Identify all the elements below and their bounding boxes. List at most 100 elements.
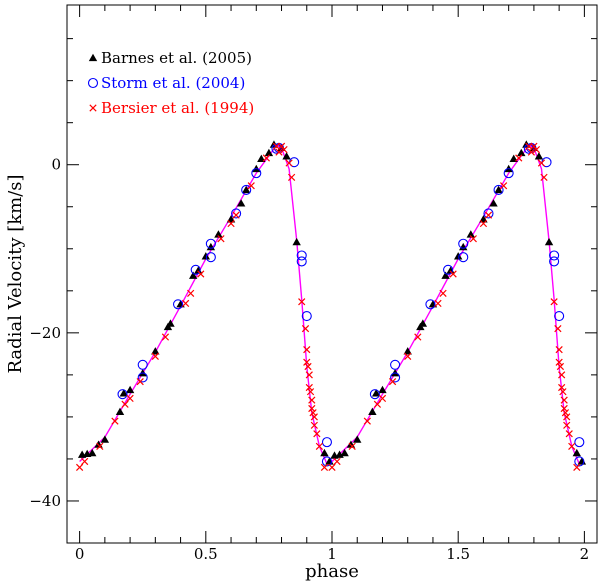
data-point-barnes: [214, 230, 223, 238]
data-point-bersier: [151, 352, 159, 361]
legend-marker-bersier: [89, 104, 97, 112]
data-point-storm: [443, 264, 454, 275]
data-point-barnes: [100, 435, 110, 443]
data-point-bersier: [537, 159, 546, 167]
data-point-barnes: [378, 385, 387, 394]
data-point-barnes: [441, 271, 450, 279]
data-point-storm: [205, 238, 216, 249]
data-point-bersier: [126, 394, 134, 403]
data-point-bersier: [540, 173, 548, 181]
data-point-bersier: [301, 325, 310, 333]
data-point-bersier: [499, 182, 508, 190]
data-point-bersier: [573, 463, 581, 471]
data-point-bersier: [306, 388, 315, 396]
data-point-barnes: [115, 407, 125, 416]
y-axis-title: Radial Velocity [km/s]: [5, 174, 26, 373]
data-point-bersier: [111, 417, 119, 425]
x-tick-label: 0.5: [194, 545, 218, 563]
data-point-bersier: [262, 154, 271, 162]
data-point-storm: [137, 372, 148, 383]
data-point-storm: [321, 456, 333, 467]
data-point-barnes: [453, 252, 463, 260]
data-point-bersier: [247, 182, 255, 190]
y-tick-labels: −40 −20 0: [29, 156, 61, 510]
data-point-storm: [390, 359, 401, 370]
legend-label-bersier: Bersier et al. (1994): [101, 99, 254, 117]
data-point-storm: [296, 256, 307, 267]
data-point-storm: [251, 168, 262, 179]
data-point-bersier: [414, 333, 422, 341]
data-point-barnes: [236, 199, 246, 207]
data-point-storm: [554, 310, 565, 322]
data-point-bersier: [532, 145, 541, 154]
data-point-barnes: [544, 237, 554, 246]
data-point-bersier: [310, 421, 318, 429]
x-tick-label: 1.5: [446, 545, 470, 563]
data-point-storm: [425, 299, 436, 310]
data-point-bersier: [308, 404, 316, 413]
data-point-bersier: [558, 371, 566, 379]
legend: Barnes et al. (2005) Storm et al. (2004)…: [87, 49, 254, 117]
y-tick-label: −40: [29, 492, 61, 510]
data-point-storm: [117, 389, 128, 400]
data-point-storm: [574, 456, 585, 467]
data-point-bersier: [434, 299, 442, 308]
data-point-bersier: [333, 457, 341, 466]
data-point-barnes: [466, 230, 476, 238]
data-point-barnes: [446, 266, 455, 274]
data-point-bersier: [527, 148, 536, 156]
data-point-bersier: [187, 289, 195, 297]
data-point-bersier: [568, 442, 576, 450]
data-point-bersier: [563, 413, 571, 421]
data-point-bersier: [560, 396, 568, 404]
series-storm: [117, 142, 585, 467]
data-point-bersier: [320, 463, 329, 471]
data-point-bersier: [308, 396, 316, 404]
data-point-bersier: [315, 442, 324, 450]
data-point-barnes: [188, 271, 198, 279]
data-point-bersier: [136, 377, 144, 386]
data-point-barnes: [368, 407, 377, 416]
data-point-storm: [574, 437, 585, 448]
y-tick-label: −20: [29, 324, 61, 342]
data-point-bersier: [298, 298, 306, 306]
data-point-bersier: [161, 333, 170, 341]
data-point-bersier: [559, 388, 567, 396]
data-point-bersier: [181, 299, 190, 308]
data-point-bersier: [197, 270, 205, 278]
data-point-storm: [296, 250, 307, 261]
data-point-barnes: [459, 242, 468, 251]
data-point-bersier: [313, 430, 321, 438]
data-point-bersier: [565, 430, 573, 438]
data-point-bersier: [232, 211, 240, 219]
data-point-bersier: [305, 371, 313, 379]
x-axis-title: phase: [305, 561, 359, 582]
x-tick-label: 1: [327, 545, 337, 563]
data-point-storm: [390, 372, 401, 383]
x-tick-label: 0: [75, 545, 85, 563]
data-point-barnes: [206, 242, 216, 251]
data-point-storm: [549, 250, 560, 261]
legend-markers: [87, 53, 99, 112]
data-point-bersier: [227, 219, 235, 228]
data-point-bersier: [556, 362, 565, 371]
data-point-bersier: [217, 235, 225, 243]
data-point-bersier: [348, 442, 356, 450]
legend-marker-barnes: [88, 53, 98, 62]
data-point-barnes: [201, 252, 211, 260]
data-point-barnes: [403, 347, 412, 355]
data-point-barnes: [166, 319, 175, 327]
data-point-bersier: [515, 154, 523, 162]
data-point-bersier: [555, 358, 563, 366]
data-point-bersier: [560, 404, 568, 413]
data-point-barnes: [572, 448, 582, 457]
y-tick-label: 0: [51, 156, 61, 174]
data-point-barnes: [292, 237, 301, 246]
data-point-barnes: [282, 152, 291, 160]
data-point-bersier: [555, 346, 563, 354]
data-point-bersier: [280, 145, 288, 154]
legend-label-barnes: Barnes et al. (2005): [101, 49, 252, 67]
data-point-storm: [301, 310, 312, 322]
data-point-bersier: [304, 362, 312, 371]
